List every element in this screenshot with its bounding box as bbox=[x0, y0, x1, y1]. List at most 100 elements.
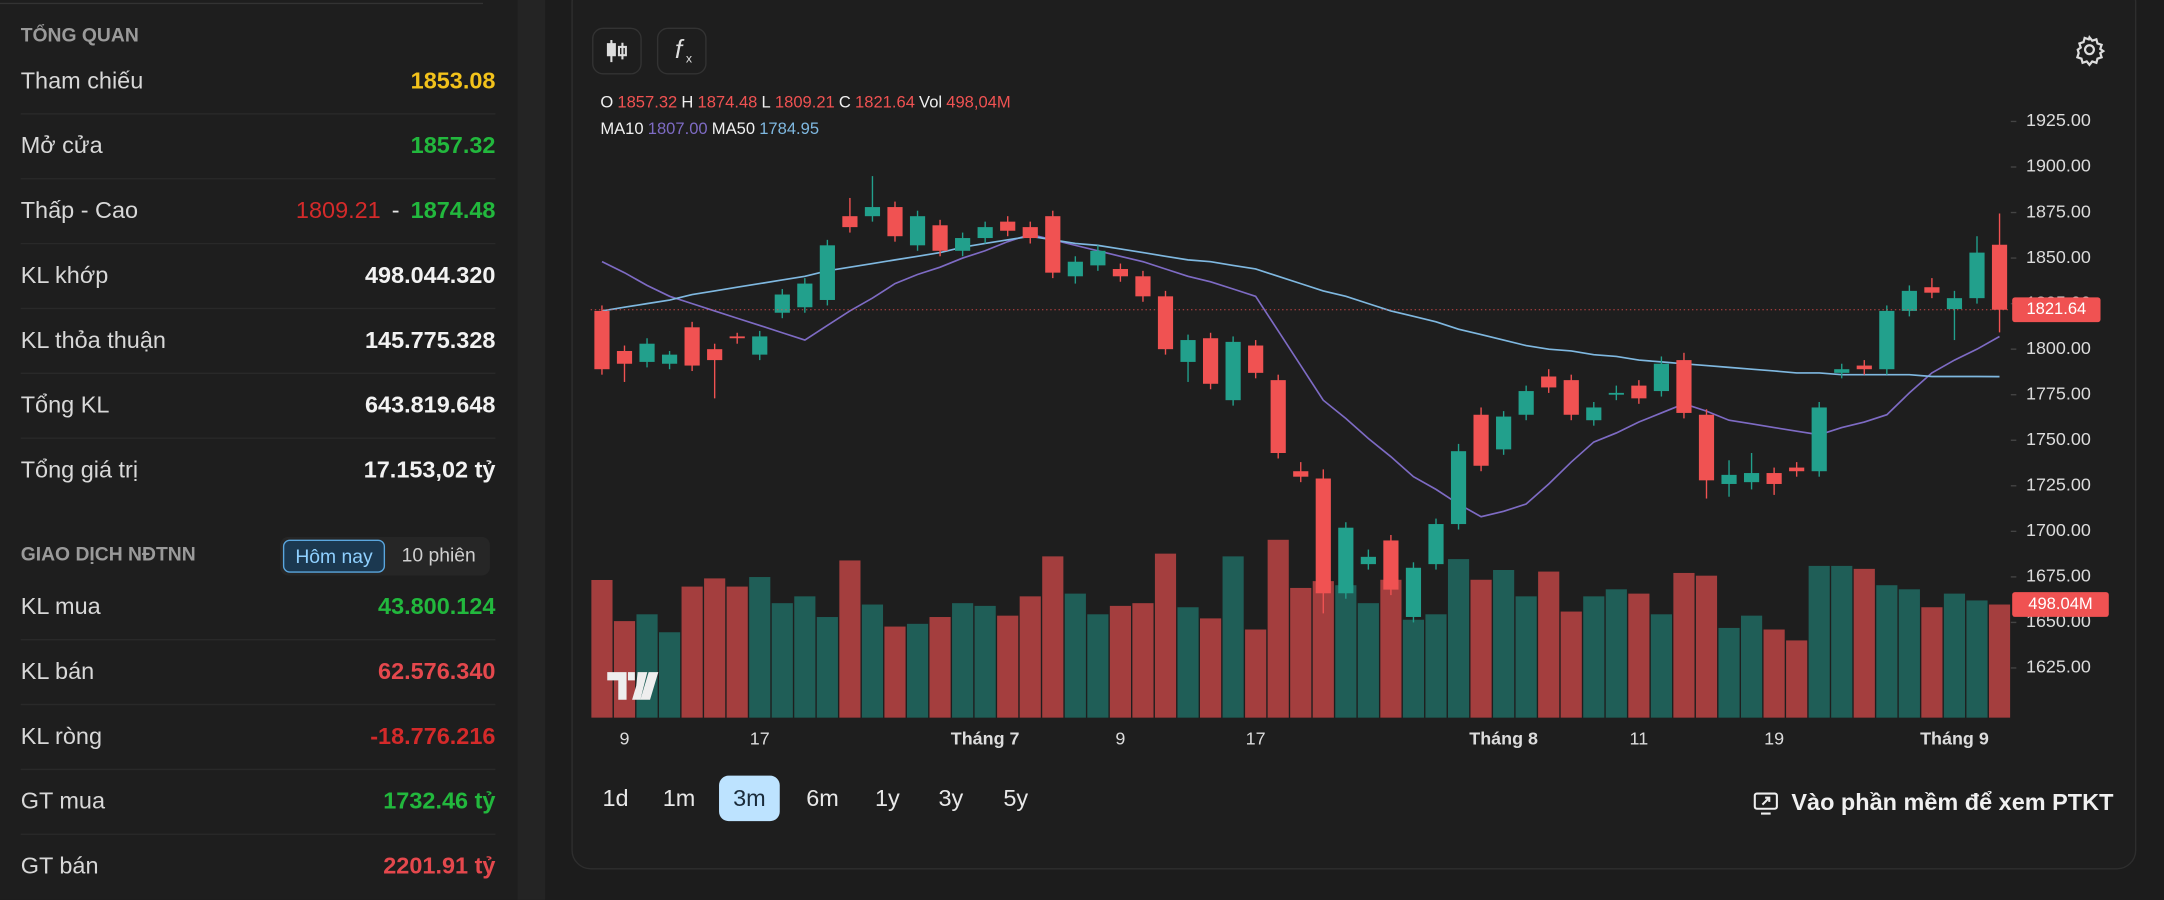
volume-bar bbox=[906, 623, 929, 718]
label: Tổng KL bbox=[20, 391, 110, 418]
legend-label: MA50 bbox=[711, 118, 756, 139]
candle-body bbox=[1112, 269, 1129, 277]
legend-label: O bbox=[600, 92, 614, 112]
icon bbox=[606, 40, 627, 63]
candle-body bbox=[1360, 556, 1376, 565]
candle-body bbox=[819, 245, 835, 300]
legend-value: 1807.00 bbox=[647, 118, 708, 139]
range-button[interactable]: 5y bbox=[1003, 784, 1029, 811]
candle-body bbox=[1428, 524, 1444, 565]
y-tick-label: 1875.00 bbox=[2026, 201, 2091, 221]
volume-bar bbox=[861, 604, 884, 718]
y-tick-label: 1725.00 bbox=[2026, 475, 2091, 495]
volume-bar bbox=[929, 617, 951, 718]
y-tick-label: 1775.00 bbox=[2026, 383, 2091, 403]
range-button[interactable]: 6m bbox=[806, 784, 839, 811]
volume-bar bbox=[1199, 618, 1222, 718]
label: Thấp - Cao bbox=[20, 196, 139, 223]
chart-panel bbox=[571, 0, 2137, 870]
x-tick-label: 9 bbox=[1115, 728, 1125, 748]
volume-bar bbox=[1470, 579, 1492, 718]
volume-bar bbox=[1493, 569, 1515, 718]
value: 1853.08 bbox=[410, 66, 496, 94]
volume-bar bbox=[1245, 629, 1267, 718]
candle-body bbox=[1135, 276, 1151, 297]
volume-bar bbox=[1290, 587, 1312, 718]
value: 498.044.320 bbox=[364, 261, 496, 288]
candle-body bbox=[1946, 298, 1963, 310]
label: Tham chiếu bbox=[20, 66, 144, 94]
volume-bar bbox=[1538, 571, 1560, 718]
y-tick-label: 1625.00 bbox=[2026, 657, 2091, 677]
value: 62.576.340 bbox=[378, 657, 496, 684]
software-link[interactable]: Vào phần mềm để xem PTKT bbox=[1753, 789, 2114, 817]
range-button[interactable]: 3m bbox=[719, 775, 780, 822]
candle-body bbox=[1969, 252, 1985, 299]
separator: - bbox=[391, 196, 400, 223]
sidebar: TỔNG QUAN Tham chiếu 1853.08 Mở cửa 1857.3… bbox=[0, 0, 518, 900]
volume-bar bbox=[1673, 572, 1695, 718]
candle-body bbox=[1789, 467, 1805, 472]
candle-body bbox=[729, 336, 745, 339]
row: KL khớp 498.044.320 bbox=[20, 243, 496, 310]
high: 1874.48 bbox=[410, 196, 496, 223]
range-button[interactable]: 1d bbox=[602, 784, 629, 811]
link-text: Vào phần mềm để xem PTKT bbox=[1791, 789, 2114, 816]
tab[interactable]: 10 phiên bbox=[401, 543, 476, 566]
y-tick-label: 1750.00 bbox=[2026, 429, 2091, 449]
value-range: 1809.21-1874.48 bbox=[296, 197, 496, 225]
legend-value: 1784.95 bbox=[759, 118, 820, 139]
legend-value: 1857.32 bbox=[617, 92, 678, 112]
tab[interactable]: Hôm nay bbox=[282, 539, 386, 573]
candle-body bbox=[1225, 341, 1241, 401]
candle-body bbox=[1180, 340, 1196, 362]
value: 43.800.124 bbox=[378, 592, 496, 619]
range-button[interactable]: 3y bbox=[938, 784, 964, 811]
row: Tổng KL 643.819.648 bbox=[20, 373, 495, 439]
section-title: GIAO DỊCH NĐTNN bbox=[20, 542, 196, 565]
candle-body bbox=[909, 216, 926, 246]
volume-bar bbox=[1132, 603, 1154, 718]
value: 1857.32 bbox=[410, 131, 496, 159]
candle-body bbox=[842, 216, 858, 228]
candle-body bbox=[932, 225, 948, 251]
gutter bbox=[517, 0, 546, 900]
candle-body bbox=[1022, 227, 1038, 239]
volume-layer bbox=[591, 539, 2011, 718]
volume-bar bbox=[997, 615, 1019, 718]
candle-body bbox=[1631, 385, 1647, 399]
range-button[interactable]: 1y bbox=[875, 784, 900, 811]
price-badge bbox=[2012, 297, 2101, 323]
row: Tham chiếu 1853.08 bbox=[20, 48, 496, 115]
candle-body bbox=[1045, 216, 1061, 273]
candle-body bbox=[1496, 416, 1512, 450]
candle-body bbox=[864, 207, 881, 217]
volume-bar bbox=[1425, 614, 1447, 718]
candle-body bbox=[1856, 365, 1872, 370]
range-button[interactable]: 1m bbox=[662, 784, 696, 811]
candle-body bbox=[639, 343, 655, 362]
volume-bar bbox=[1515, 596, 1537, 718]
candle-body bbox=[1270, 380, 1286, 454]
legend-label: C bbox=[838, 92, 851, 112]
svg-text:f: f bbox=[675, 34, 685, 64]
volume-bar bbox=[1605, 589, 1627, 718]
label: Tổng giá trị bbox=[20, 456, 139, 483]
label: GT bán bbox=[20, 852, 99, 879]
volume-bar bbox=[1402, 619, 1425, 718]
volume-bar bbox=[704, 578, 726, 718]
volume-bar bbox=[726, 586, 748, 718]
volume-bar bbox=[1583, 596, 1605, 718]
x-tick-label: 19 bbox=[1764, 728, 1784, 748]
volume-bar bbox=[1988, 604, 2011, 718]
chart-type-button[interactable] bbox=[592, 27, 642, 75]
candle-body bbox=[1315, 478, 1331, 594]
label: KL thỏa thuận bbox=[20, 326, 166, 353]
value: 1732.46 tỷ bbox=[383, 787, 496, 814]
settings-button[interactable] bbox=[2070, 30, 2109, 69]
volume-bar bbox=[1447, 559, 1470, 718]
y-tick-label: 1900.00 bbox=[2026, 156, 2091, 176]
